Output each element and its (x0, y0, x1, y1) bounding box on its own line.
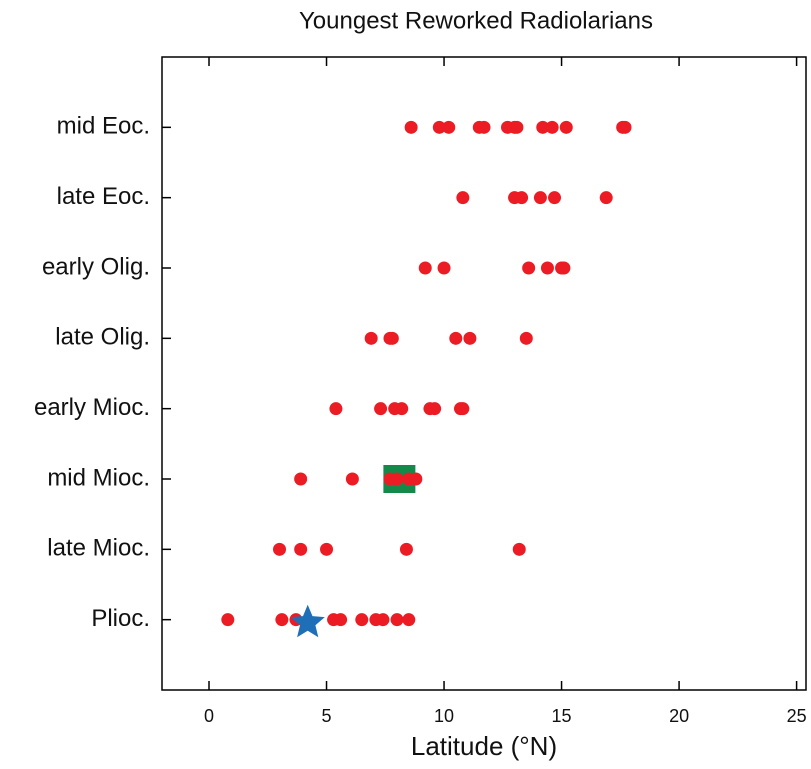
point (449, 331, 463, 345)
x-tick-label: 10 (434, 706, 454, 726)
point (294, 542, 308, 556)
point (442, 120, 456, 134)
y-tick-label: late Eoc. (57, 183, 150, 210)
point (402, 613, 416, 627)
x-axis-label: Latitude (°N) (411, 731, 557, 761)
highlight-star (290, 604, 325, 638)
point (540, 261, 554, 275)
point (432, 120, 446, 134)
point (515, 191, 529, 205)
x-tick-label: 20 (669, 706, 689, 726)
x-tick-label: 5 (322, 706, 332, 726)
chart-title: Youngest Reworked Radiolarians (299, 7, 653, 34)
y-tick-label: late Mioc. (47, 535, 150, 562)
point (418, 261, 432, 275)
point (364, 331, 378, 345)
point (533, 191, 547, 205)
point (428, 402, 442, 416)
point (374, 402, 388, 416)
y-tick-label: early Olig. (42, 253, 150, 280)
point (519, 331, 533, 345)
point (477, 120, 491, 134)
point (548, 191, 562, 205)
point (463, 331, 477, 345)
point (385, 331, 399, 345)
point (599, 191, 613, 205)
point (557, 261, 571, 275)
x-tick-label: 0 (204, 706, 214, 726)
point (456, 402, 470, 416)
point (456, 191, 470, 205)
point (395, 402, 409, 416)
point (390, 613, 404, 627)
point (376, 613, 390, 627)
point (522, 261, 536, 275)
y-tick-label: Plioc. (91, 605, 150, 632)
point (273, 542, 287, 556)
point (437, 261, 451, 275)
point (294, 472, 308, 486)
x-tick-label: 25 (787, 706, 807, 726)
x-tick-label: 15 (552, 706, 572, 726)
y-tick-label: early Mioc. (34, 394, 150, 421)
y-tick-label: mid Eoc. (57, 113, 150, 140)
point (404, 120, 418, 134)
point (618, 120, 632, 134)
point (334, 613, 348, 627)
point (536, 120, 550, 134)
point (275, 613, 289, 627)
y-tick-label: late Olig. (55, 324, 150, 351)
point (510, 120, 524, 134)
point (559, 120, 573, 134)
point (399, 542, 413, 556)
point (221, 613, 235, 627)
point (545, 120, 559, 134)
point (390, 472, 404, 486)
point (355, 613, 369, 627)
point (329, 402, 343, 416)
point (320, 542, 334, 556)
y-tick-label: mid Mioc. (47, 464, 150, 491)
point (512, 542, 526, 556)
point (345, 472, 359, 486)
plot-frame (161, 56, 807, 691)
point (409, 472, 423, 486)
